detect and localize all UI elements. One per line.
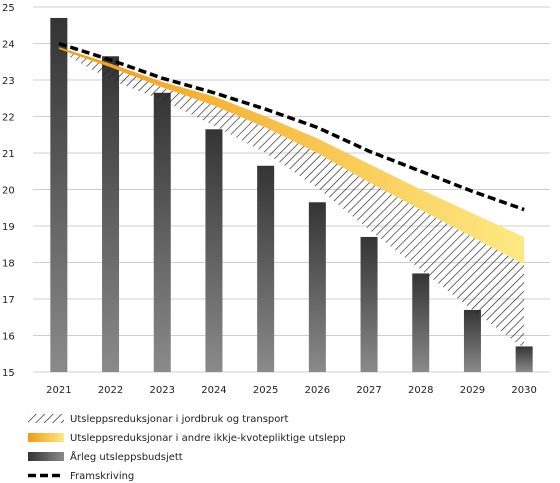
x-tick-label: 2029 [460,385,485,396]
x-tick-label: 2027 [356,385,381,396]
x-tick-label: 2023 [150,385,175,396]
legend-gray-swatch [28,452,64,461]
legend-label: Utsleppsreduksjonar i andre ikkje-kvotep… [70,433,346,444]
legend-hatch-swatch [28,414,64,423]
grid-lines [33,6,550,373]
bar [50,17,68,372]
legend-label: Framskriving [70,471,134,482]
y-tick-label: 25 [2,3,15,14]
bar [257,165,275,372]
y-tick-label: 21 [2,149,15,160]
y-tick-label: 16 [2,332,15,343]
bar-series [50,17,533,373]
y-axis: 15 16 17 18 19 20 21 22 23 24 25 [2,3,15,379]
legend-label: Årleg utsleppsbudsjett [70,450,183,463]
y-tick-label: 17 [2,295,15,306]
framskriving-line [58,41,525,212]
bar [205,129,223,372]
hatch-band [58,48,525,349]
bar [515,346,533,372]
bar [412,273,430,372]
bar [463,309,481,372]
line-series [58,41,525,212]
x-tick-label: 2030 [511,385,536,396]
x-tick-label: 2028 [408,385,433,396]
bar [153,92,171,373]
x-tick-label: 2022 [98,385,123,396]
x-tick-label: 2021 [46,385,71,396]
x-tick-label: 2025 [253,385,278,396]
legend-item: Årleg utsleppsbudsjett [28,450,183,463]
legend-item: Utsleppsreduksjonar i andre ikkje-kvotep… [28,433,346,444]
y-tick-label: 22 [2,113,15,124]
bar [308,202,326,372]
legend-orange-swatch [28,433,64,442]
legend-item: Framskriving [28,471,134,482]
y-tick-label: 19 [2,222,15,233]
y-tick-label: 20 [2,186,15,197]
y-tick-label: 24 [2,40,15,51]
y-tick-label: 23 [2,76,15,87]
y-tick-label: 18 [2,259,15,270]
x-tick-label: 2024 [201,385,226,396]
legend-label: Utsleppsreduksjonar i jordbruk og transp… [70,414,289,425]
x-axis: 2021 2022 2023 2024 2025 2026 2027 2028 2029 2030 [46,385,537,396]
y-tick-label: 15 [2,368,15,379]
legend: Utsleppsreduksjonar i jordbruk og transp… [28,414,346,482]
bar [360,236,378,372]
legend-item: Utsleppsreduksjonar i jordbruk og transp… [28,414,289,425]
band-series [58,47,525,349]
bar [102,56,120,373]
x-tick-label: 2026 [305,385,330,396]
